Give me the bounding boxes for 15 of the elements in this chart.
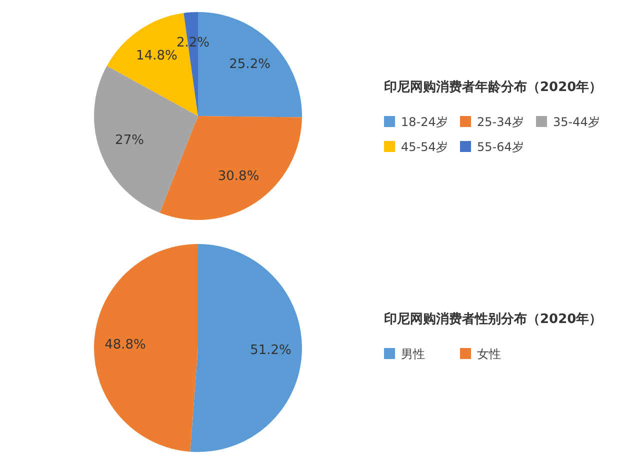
legend-label: 35-44岁 bbox=[552, 114, 601, 131]
legend-label: 18-24岁 bbox=[400, 114, 449, 131]
legend-label: 男性 bbox=[400, 346, 426, 363]
data-label: 25.2% bbox=[229, 57, 270, 72]
legend-label: 55-64岁 bbox=[476, 139, 525, 156]
data-label: 51.2% bbox=[250, 343, 292, 358]
text: 印尼网购消费者年龄分布（2020年） bbox=[384, 79, 604, 96]
data-label: 30.8% bbox=[218, 168, 260, 184]
text: 印尼网购消费者性别分布（2020年） bbox=[384, 311, 604, 328]
legend-label: 25-34岁 bbox=[476, 114, 525, 131]
legend-label: 女性 bbox=[476, 346, 502, 363]
data-label: 27% bbox=[115, 133, 144, 148]
data-label: 14.8% bbox=[136, 48, 178, 64]
data-label: 48.8% bbox=[104, 338, 146, 353]
legend-label: 45-54岁 bbox=[400, 139, 449, 156]
